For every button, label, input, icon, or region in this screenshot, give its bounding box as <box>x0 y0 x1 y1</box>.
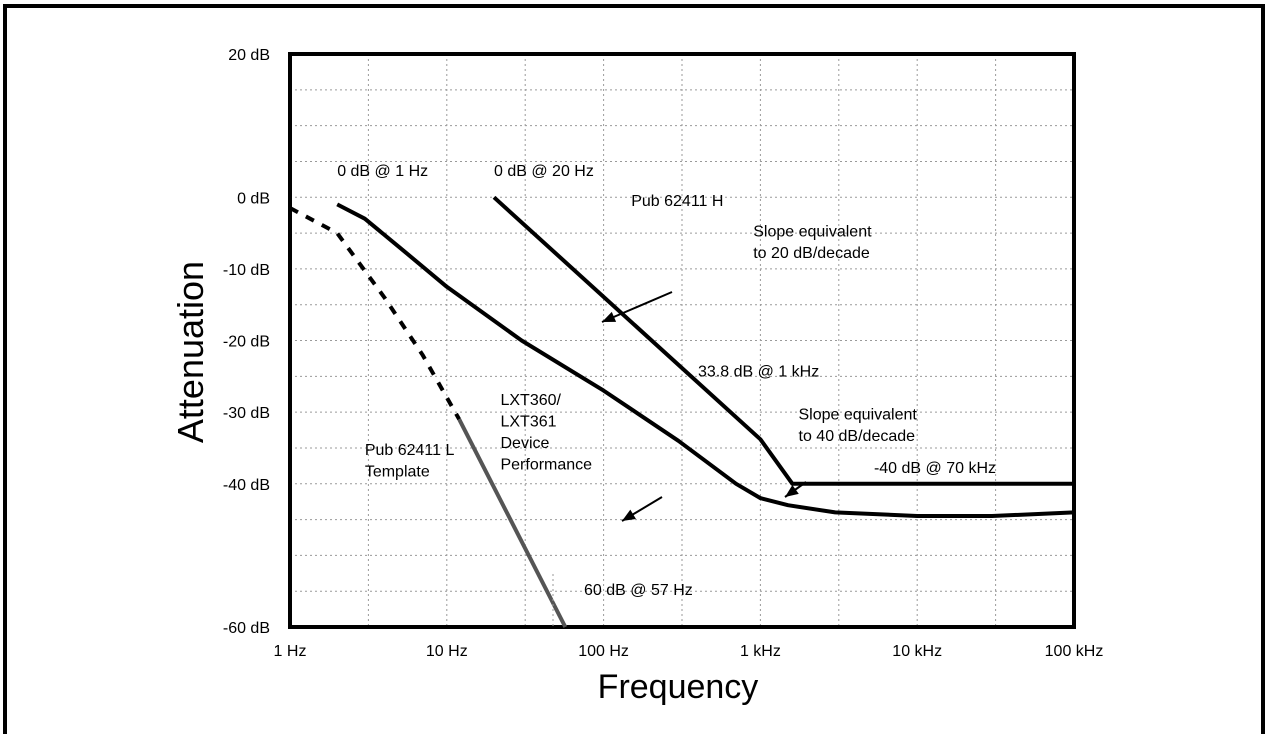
x-tick-label: 1 Hz <box>274 643 307 660</box>
y-tick-label: 20 dB <box>228 47 270 64</box>
annotation-label: Pub 62411 H <box>631 193 723 210</box>
y-axis-title: Attenuation <box>170 261 211 443</box>
series-group <box>289 195 1075 628</box>
annotations: 0 dB @ 1 Hz 0 dB @ 20 Hz Pub 62411 H Slope … <box>337 163 996 599</box>
annotation-label: LXT360/ <box>500 392 561 409</box>
annotation-label: 33.8 dB @ 1 kHz <box>698 363 819 380</box>
tick-labels: 1 Hz 10 Hz 100 Hz 1 kHz 10 kHz 100 kHz 20 dB 0 … <box>223 47 1103 660</box>
annotation-label: Performance <box>500 456 592 473</box>
annotation-label: 60 dB @ 57 Hz <box>584 582 693 599</box>
x-tick-label: 100 kHz <box>1045 643 1104 660</box>
annotation-label: Pub 62411 L <box>365 442 455 459</box>
outer-frame <box>3 4 1265 734</box>
annotation-label: Slope equivalent <box>753 224 872 241</box>
annotation-label: Template <box>365 464 430 481</box>
series-line <box>492 195 1074 486</box>
x-axis-title: Frequency <box>598 668 759 706</box>
y-tick-label: -30 dB <box>223 405 270 422</box>
x-tick-label: 10 Hz <box>426 643 468 660</box>
y-tick-label: 0 dB <box>237 190 270 207</box>
y-tick-label: -60 dB <box>223 620 270 637</box>
x-tick-label: 10 kHz <box>892 643 942 660</box>
x-tick-label: 100 Hz <box>578 643 629 660</box>
annotation-label: -40 dB @ 70 kHz <box>874 460 996 477</box>
annotation-label: 0 dB @ 20 Hz <box>494 163 594 180</box>
y-tick-label: -40 dB <box>223 477 270 494</box>
annotation-label: to 40 dB/decade <box>799 428 916 445</box>
annotation-arrows <box>552 291 807 627</box>
annotation-arrowhead <box>602 311 617 322</box>
plot-area-border <box>288 52 1076 629</box>
annotation-label: to 20 dB/decade <box>753 245 870 262</box>
annotation-arrowhead <box>785 484 799 497</box>
series-line <box>336 202 1075 518</box>
x-tick-label: 1 kHz <box>740 643 781 660</box>
annotation-label: LXT361 <box>500 413 556 430</box>
annotation-label: 0 dB @ 1 Hz <box>337 163 428 180</box>
annotation-label: Device <box>500 435 549 452</box>
series-line <box>289 206 461 421</box>
y-tick-label: -10 dB <box>223 262 270 279</box>
annotation-arrowhead <box>622 509 636 521</box>
y-tick-label: -20 dB <box>223 334 270 351</box>
annotation-label: Slope equivalent <box>799 406 918 423</box>
grid <box>290 54 1074 627</box>
series-line <box>457 418 568 628</box>
